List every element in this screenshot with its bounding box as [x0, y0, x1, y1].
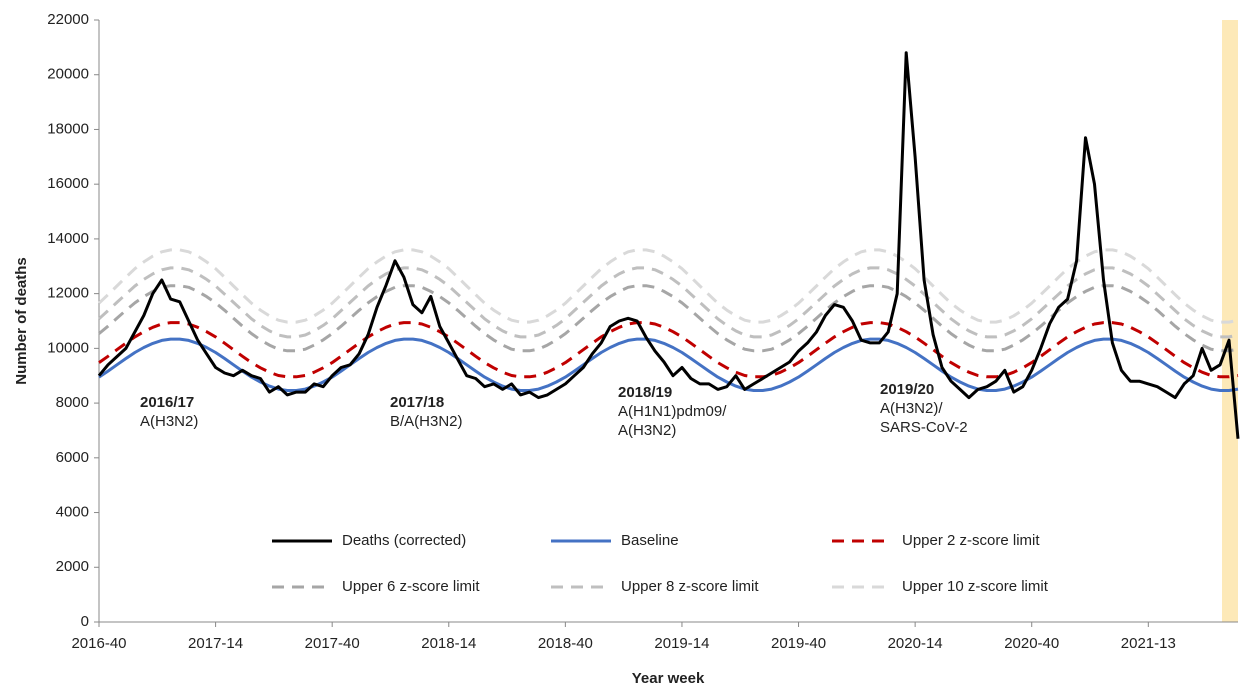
y-tick-label: 18000	[47, 120, 89, 137]
y-tick-label: 20000	[47, 66, 89, 83]
y-tick-label: 22000	[47, 11, 89, 28]
x-tick-label: 2020-14	[888, 635, 943, 652]
x-tick-label: 2019-14	[654, 635, 709, 652]
x-tick-label: 2017-14	[188, 635, 243, 652]
legend-label: Upper 6 z-score limit	[342, 578, 480, 595]
annotation-title: 2017/18	[390, 394, 444, 411]
y-tick-label: 6000	[56, 449, 89, 466]
y-tick-label: 14000	[47, 230, 89, 247]
x-tick-label: 2016-40	[71, 635, 126, 652]
x-tick-label: 2018-14	[421, 635, 476, 652]
legend-label: Deaths (corrected)	[342, 532, 466, 549]
legend-label: Upper 10 z-score limit	[902, 578, 1049, 595]
series-line	[98, 337, 1239, 392]
series-line	[97, 248, 1239, 324]
y-tick-label: 4000	[56, 504, 89, 521]
x-tick-label: 2018-40	[538, 635, 593, 652]
legend-label: Baseline	[621, 532, 679, 549]
y-tick-label: 0	[81, 613, 89, 630]
x-tick-label: 2021-13	[1121, 635, 1176, 652]
annotation-title: 2019/20	[880, 381, 934, 398]
x-tick-label: 2017-40	[305, 635, 360, 652]
annotation-text: A(H3N2)/	[880, 400, 943, 417]
x-tick-label: 2019-40	[771, 635, 826, 652]
y-tick-label: 8000	[56, 394, 89, 411]
annotation-title: 2016/17	[140, 394, 194, 411]
y-axis-label: Number of deaths	[13, 257, 30, 385]
annotation-text: A(H3N2)	[618, 422, 676, 439]
x-tick-label: 2020-40	[1004, 635, 1059, 652]
series-line	[98, 284, 1239, 353]
series-line	[97, 51, 1240, 439]
annotation-text: A(H1N1)pdm09/	[618, 403, 727, 420]
series-line	[98, 321, 1239, 379]
y-tick-label: 10000	[47, 339, 89, 356]
y-tick-label: 2000	[56, 558, 89, 575]
legend-label: Upper 2 z-score limit	[902, 532, 1040, 549]
y-tick-label: 12000	[47, 285, 89, 302]
annotation-title: 2018/19	[618, 384, 672, 401]
y-tick-label: 16000	[47, 175, 89, 192]
legend-label: Upper 8 z-score limit	[621, 578, 759, 595]
annotation-text: SARS-CoV-2	[880, 419, 968, 436]
x-axis-label: Year week	[632, 670, 705, 687]
annotation-text: A(H3N2)	[140, 413, 198, 430]
series-line	[97, 266, 1239, 339]
annotation-text: B/A(H3N2)	[390, 413, 463, 430]
